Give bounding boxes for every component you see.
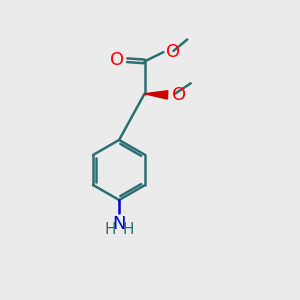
Text: O: O [110,51,124,69]
Text: H: H [122,222,134,237]
Polygon shape [145,91,168,99]
Text: O: O [172,86,186,104]
Text: N: N [112,215,126,233]
Text: O: O [167,43,181,61]
Text: H: H [105,222,116,237]
